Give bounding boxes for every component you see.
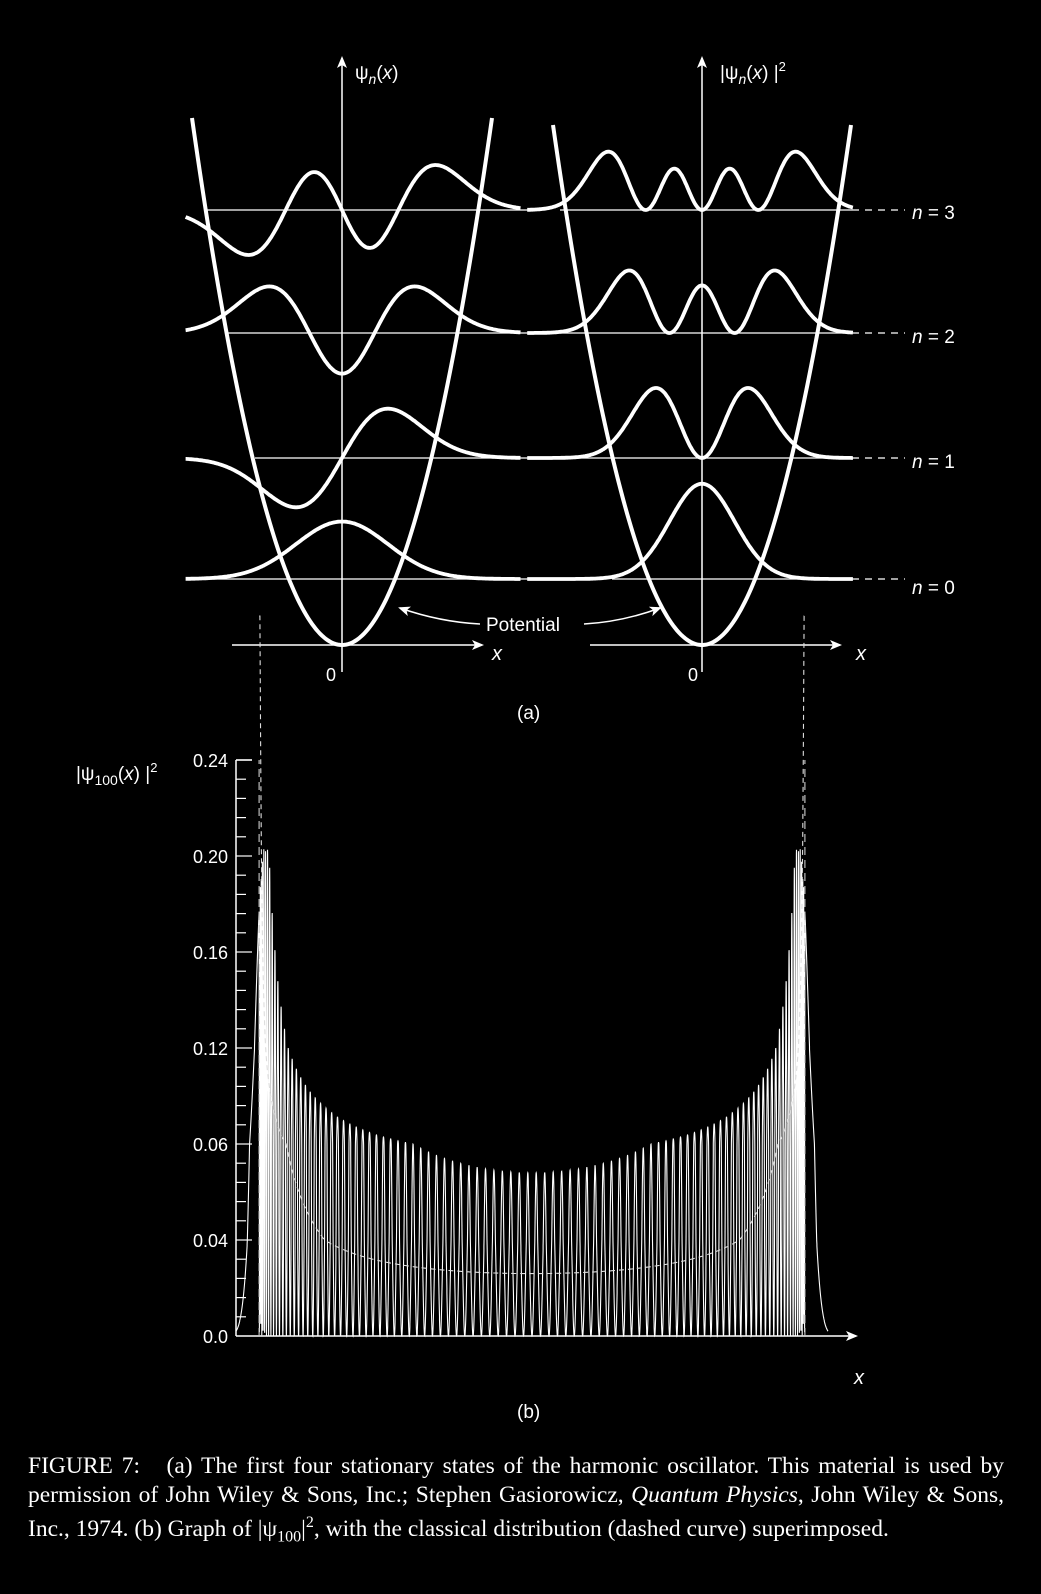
series-psi100-squared xyxy=(235,849,829,1338)
zero-label-left: 0 xyxy=(326,665,336,685)
probability-curve-n1 xyxy=(527,386,853,460)
y-tick-label: 0.06 xyxy=(193,1135,228,1155)
caption-text-b: , John Wiley & Sons, Inc., 1974. (b) Gra… xyxy=(28,1481,1004,1542)
y-tick-label: 0.20 xyxy=(193,847,228,867)
y-tick-label: 0.12 xyxy=(193,1039,228,1059)
probability-curve-n3 xyxy=(527,149,854,212)
caption-figure-label: FIGURE 7: xyxy=(28,1453,140,1479)
y-tick-label: 0.0 xyxy=(203,1327,228,1347)
panel-b-chart: 0.240.200.160.120.060.040.0 |ψ100(x) |2 … xyxy=(76,615,865,1423)
panel-a-label: (a) xyxy=(517,703,540,724)
potential-arrow-right xyxy=(583,606,662,625)
wavefunction-curve-n0 xyxy=(185,519,521,581)
potential-curve-left xyxy=(190,117,494,648)
caption-subscript: 100 xyxy=(277,1528,302,1546)
probability-curve-n2 xyxy=(527,268,854,335)
potential-curve-right xyxy=(551,124,853,647)
panel-a: ψn(x) |ψn(x) |2 x x 0 0 n = 3 n = 2 n = … xyxy=(184,56,955,724)
caption-bar: | xyxy=(301,1515,306,1542)
wavefunction-plot xyxy=(184,56,545,672)
level-label-n2: n = 2 xyxy=(912,327,955,348)
series-classical-distribution xyxy=(259,615,805,1275)
x-label-left: x xyxy=(491,643,503,665)
y-axis-label: |ψ100(x) |2 xyxy=(76,760,157,788)
probability-curve-n0 xyxy=(527,481,853,581)
wavefunction-curve-n2 xyxy=(185,284,521,376)
potential-label: Potential xyxy=(486,615,560,636)
x-label-right: x xyxy=(855,643,867,665)
level-label-n0: n = 0 xyxy=(912,578,955,599)
psi-axis-label: ψn(x) xyxy=(355,63,399,87)
caption-book-title: Quantum Physics xyxy=(631,1481,798,1508)
caption-text-c: , with the classical distribution (dashe… xyxy=(313,1515,889,1542)
probability-plot xyxy=(527,56,905,672)
figure-caption: FIGURE 7: (a) The first four stationary … xyxy=(28,1452,1004,1552)
y-tick-label: 0.24 xyxy=(193,751,228,771)
caption-text-a: (a) The first four stationary states of … xyxy=(28,1453,1005,1508)
level-label-n1: n = 1 xyxy=(912,452,955,473)
caption-exponent: 2 xyxy=(305,1514,314,1531)
y-tick-label: 0.04 xyxy=(193,1231,228,1251)
level-label-n3: n = 3 xyxy=(912,203,955,224)
wavefunction-curve-n3 xyxy=(184,163,521,257)
wavefunction-curve-n1 xyxy=(185,406,521,510)
chart-axes xyxy=(235,759,858,1341)
potential-arrow-left xyxy=(398,606,481,625)
panel-b-label: (b) xyxy=(517,1402,540,1423)
x-axis-label: x xyxy=(853,1367,865,1389)
y-tick-label: 0.16 xyxy=(193,943,228,963)
psi-squared-axis-label: |ψn(x) |2 xyxy=(720,59,786,87)
chart-series xyxy=(235,615,829,1338)
y-tick-labels: 0.24 0.20 0.16 0.12 0.06 0.04 0.0 xyxy=(193,751,228,1347)
zero-label-right: 0 xyxy=(688,665,698,685)
